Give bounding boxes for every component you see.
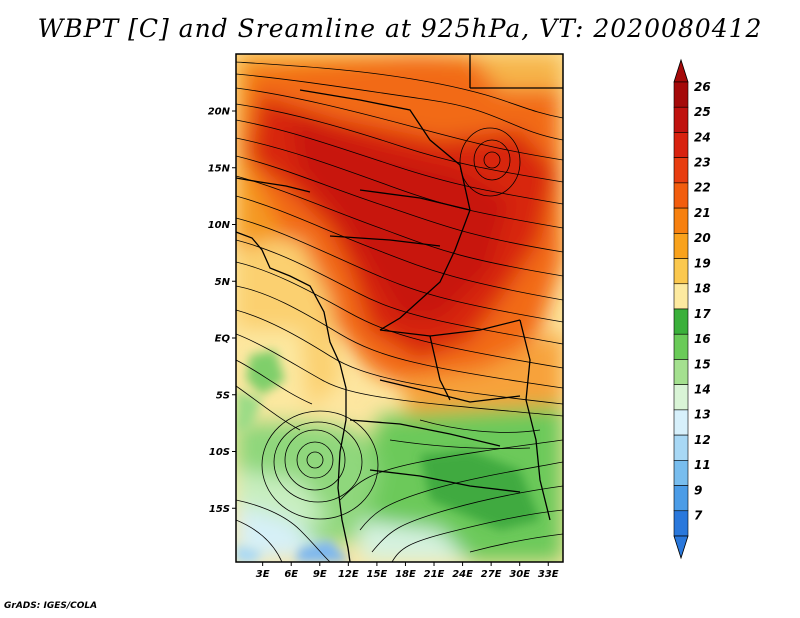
chart-title: WBPT [C] and Sreamline at 925hPa, VT: 20… — [37, 14, 763, 43]
lat-tick-label: 10N — [208, 220, 231, 231]
wbpt-shading — [236, 54, 563, 562]
colorbar-segment — [673, 207, 689, 234]
lat-tick-label: EQ — [215, 334, 231, 345]
colorbar-label: 11 — [694, 458, 711, 472]
colorbar-segment — [673, 81, 689, 108]
lon-tick-label: 30E — [509, 569, 530, 580]
colorbar-label: 26 — [694, 80, 711, 94]
lat-tick-label: 20N — [208, 107, 231, 118]
lat-tick-label: 10S — [209, 447, 230, 458]
colorbar-label: 14 — [694, 382, 711, 396]
colorbar-segment — [673, 384, 689, 411]
lat-tick-label: 5N — [215, 277, 231, 288]
colorbar-segment — [673, 258, 689, 285]
colorbar-segment — [673, 409, 689, 436]
colorbar-segment — [673, 460, 689, 486]
lat-tick-label: 15N — [208, 163, 231, 174]
colorbar-segment — [673, 157, 689, 184]
colorbar-segment — [673, 233, 689, 259]
credit-text: GrADS: IGES/COLA — [4, 601, 98, 611]
colorbar-label: 12 — [694, 433, 711, 447]
colorbar: 26 25 24 23 22 21 20 19 18 17 16 15 14 13 12 11 9 7 — [673, 58, 711, 560]
lon-tick-label: 9E — [313, 569, 327, 580]
colorbar-segment — [673, 132, 689, 158]
colorbar-label: 7 — [694, 509, 703, 523]
colorbar-segment — [673, 283, 689, 310]
lon-tick-label: 33E — [538, 569, 559, 580]
colorbar-arrow-top — [673, 58, 689, 83]
colorbar-label: 22 — [694, 181, 711, 195]
colorbar-arrow-bottom — [673, 535, 689, 560]
colorbar-label: 20 — [694, 231, 711, 245]
longitude-axis: 3E 6E 9E 12E 15E 18E 21E 24E 27E 30E 33E — [256, 562, 559, 580]
lon-tick-label: 6E — [284, 569, 298, 580]
lon-tick-label: 12E — [338, 569, 359, 580]
colorbar-label: 25 — [694, 105, 711, 119]
lon-tick-label: 21E — [424, 569, 445, 580]
colorbar-segment — [673, 182, 689, 209]
colorbar-label: 18 — [694, 282, 711, 296]
colorbar-segment — [673, 434, 689, 461]
country-borders — [236, 54, 563, 562]
colorbar-segment — [673, 308, 689, 335]
streamlines — [236, 61, 563, 562]
colorbar-segment — [673, 485, 689, 512]
lat-tick-label: 5S — [216, 390, 230, 401]
colorbar-label: 24 — [694, 130, 711, 144]
map-frame — [235, 53, 564, 563]
colorbar-segment — [673, 106, 689, 133]
colorbar-segment — [673, 359, 689, 385]
lon-tick-label: 27E — [481, 569, 502, 580]
colorbar-segment — [673, 333, 689, 360]
colorbar-label: 23 — [694, 155, 711, 169]
colorbar-label: 13 — [694, 408, 711, 422]
lat-tick-label: 15S — [209, 504, 230, 515]
lon-tick-label: 3E — [256, 569, 270, 580]
lon-tick-label: 24E — [452, 569, 473, 580]
colorbar-label: 19 — [694, 256, 711, 270]
colorbar-label: 16 — [694, 332, 711, 346]
colorbar-label: 15 — [694, 357, 711, 371]
colorbar-label: 9 — [694, 483, 702, 497]
lon-tick-label: 15E — [367, 569, 388, 580]
colorbar-segment — [673, 510, 689, 537]
latitude-axis: 20N 15N 10N 5N EQ 5S 10S 15S — [208, 107, 236, 515]
lon-tick-label: 18E — [395, 569, 416, 580]
colorbar-label: 17 — [694, 307, 711, 321]
colorbar-label: 21 — [694, 206, 711, 220]
